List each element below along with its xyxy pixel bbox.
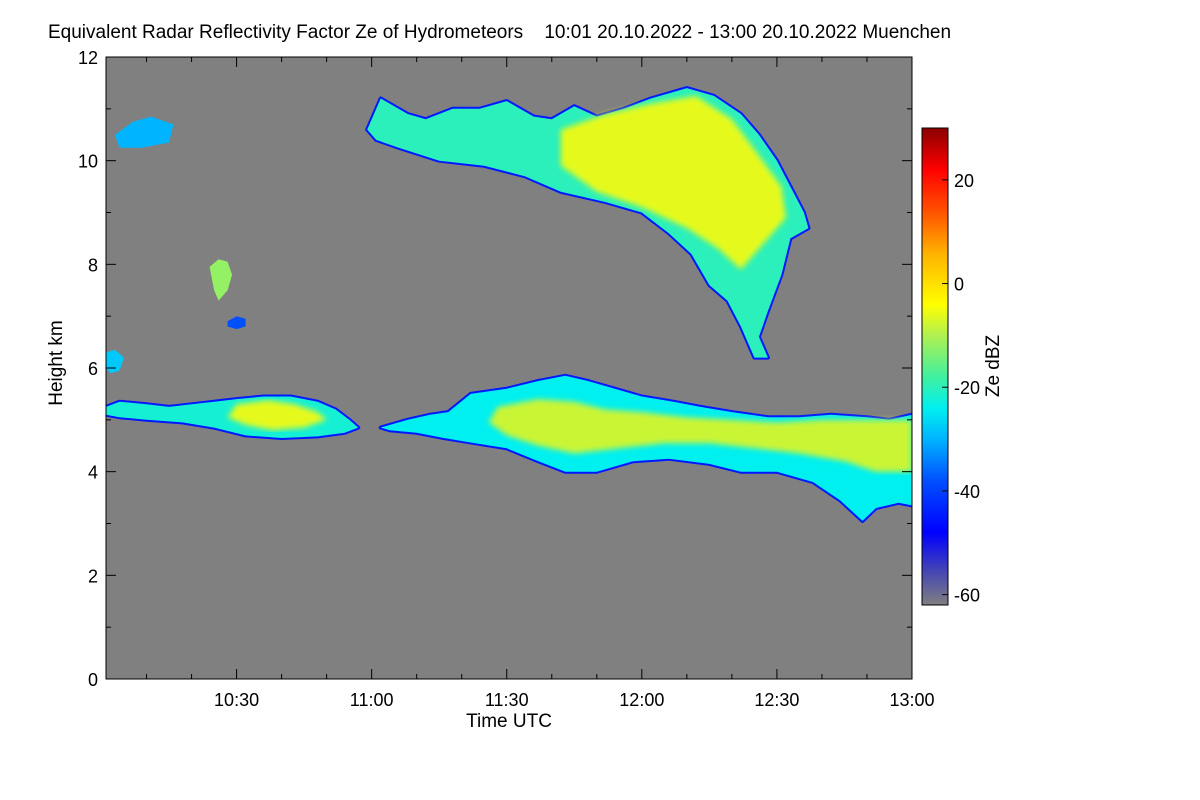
- chart-title: Equivalent Radar Reflectivity Factor Ze …: [48, 22, 951, 44]
- colorbar-gradient: [921, 127, 949, 606]
- x-tick-label: 11:30: [485, 690, 529, 710]
- echo-layer: [106, 86, 912, 523]
- chart-title-location: Muenchen: [862, 22, 952, 43]
- x-axis: 10:30 11:00 11:30 12:00 12:30 13:00: [146, 57, 935, 710]
- colorbar-tick-label: 0: [954, 275, 964, 295]
- y-tick-label: 12: [78, 48, 98, 68]
- colorbar-tick-label: -60: [954, 586, 980, 606]
- y-tick-label: 6: [88, 359, 98, 379]
- y-axis: 0 2 4 6 8 10 12: [78, 48, 912, 690]
- small-cell-6km: [106, 349, 124, 374]
- high-cloud-core: [560, 95, 786, 270]
- low-cloud-core-east: [488, 399, 912, 472]
- y-tick-label: 2: [88, 566, 98, 586]
- chart-title-time-range: 10:01 20.10.2022 - 13:00 20.10.2022: [544, 22, 858, 43]
- x-tick-label: 11:00: [350, 690, 394, 710]
- x-tick-label: 12:30: [754, 690, 799, 710]
- colorbar-tick-label: -40: [954, 482, 980, 502]
- x-tick-label: 13:00: [889, 690, 934, 710]
- x-tick-label: 10:30: [214, 690, 259, 710]
- colorbar: 20 0 -20 -40 -60: [921, 127, 980, 606]
- x-axis-label: Time UTC: [466, 711, 552, 732]
- small-high-cell-west: [115, 116, 174, 148]
- y-tick-label: 0: [88, 670, 98, 690]
- y-tick-label: 10: [78, 152, 98, 172]
- small-cell-7km: [227, 316, 246, 330]
- y-axis-label: Height km: [46, 320, 67, 406]
- y-tick-label: 4: [88, 463, 98, 483]
- colorbar-label: Ze dBZ: [983, 334, 1004, 397]
- colorbar-tick-label: 20: [954, 171, 974, 191]
- mid-level-cell: [209, 259, 233, 301]
- x-tick-label: 12:00: [619, 690, 664, 710]
- low-cloud-core-west: [227, 400, 327, 431]
- y-tick-label: 8: [88, 255, 98, 275]
- colorbar-tick-label: -20: [954, 378, 980, 398]
- chart-title-main: Equivalent Radar Reflectivity Factor Ze …: [48, 22, 524, 43]
